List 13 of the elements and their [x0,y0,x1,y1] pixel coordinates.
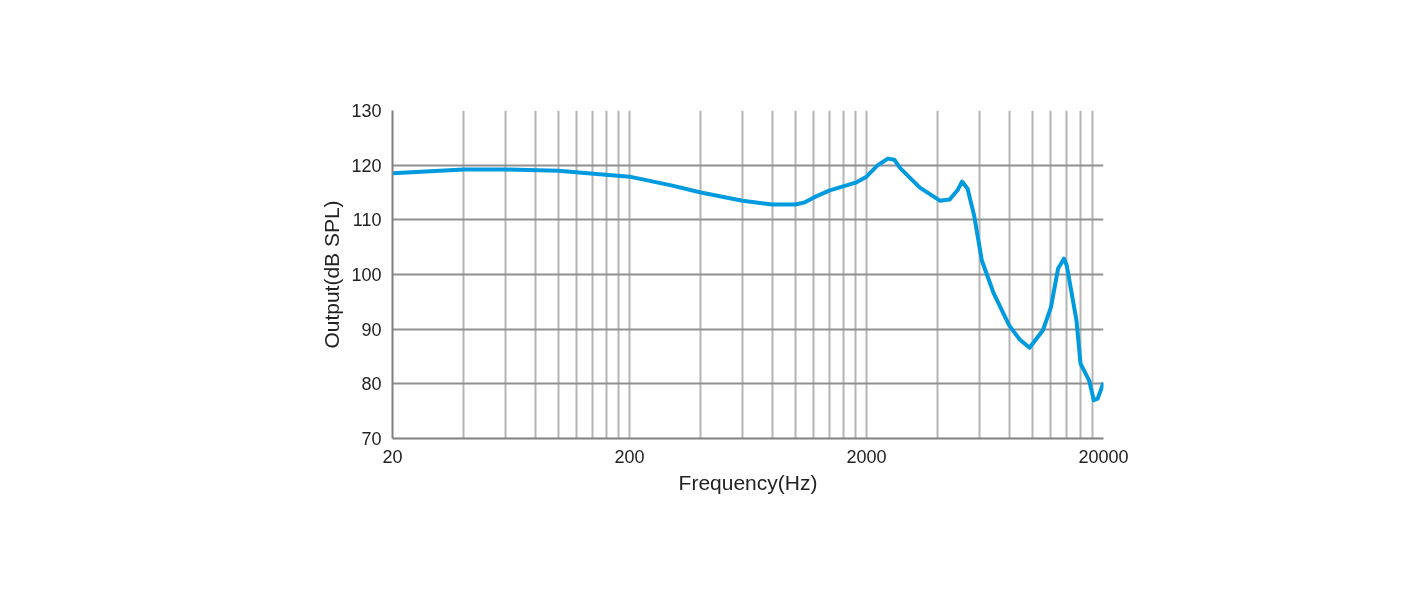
x-tick-label: 20 [382,446,403,467]
y-tick-label: 120 [351,155,382,176]
y-tick-label: 100 [351,265,382,285]
x-tick-label: 20000 [1078,446,1129,467]
x-tick-label: 200 [614,446,645,467]
y-tick-label: 70 [361,429,382,449]
y-axis-title: Output(dB SPL) [320,200,344,349]
y-tick-label: 80 [361,374,382,395]
x-axis-title: Frequency(Hz) [678,470,818,494]
y-tick-label: 130 [351,101,382,121]
x-tick-label: 2000 [846,446,887,467]
y-tick-label: 90 [361,319,382,340]
y-tick-label: 110 [352,210,382,231]
